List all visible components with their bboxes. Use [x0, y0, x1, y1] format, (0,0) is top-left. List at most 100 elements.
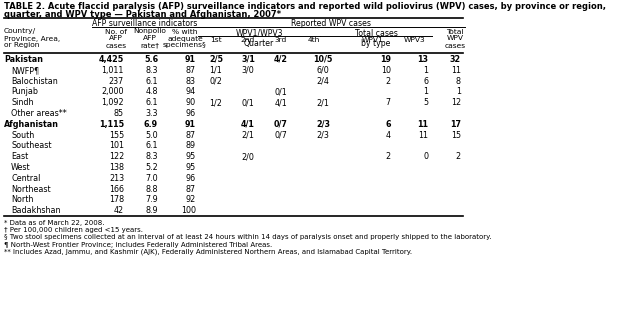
- Text: 11: 11: [417, 120, 428, 129]
- Text: † Per 100,000 children aged <15 years.: † Per 100,000 children aged <15 years.: [4, 227, 143, 233]
- Text: No. of
AFP
cases: No. of AFP cases: [105, 29, 127, 49]
- Text: 19: 19: [380, 55, 391, 64]
- Text: 3rd: 3rd: [275, 38, 287, 44]
- Text: 11: 11: [418, 131, 428, 140]
- Text: 2/1: 2/1: [242, 131, 254, 140]
- Text: 101: 101: [109, 142, 124, 150]
- Text: 8: 8: [456, 77, 461, 86]
- Text: § Two stool specimens collected at an interval of at least 24 hours within 14 da: § Two stool specimens collected at an in…: [4, 234, 492, 240]
- Text: 4,425: 4,425: [99, 55, 124, 64]
- Text: 8.3: 8.3: [146, 66, 158, 75]
- Text: 8.9: 8.9: [146, 206, 158, 215]
- Text: * Data as of March 22, 2008.: * Data as of March 22, 2008.: [4, 220, 104, 226]
- Text: 7.9: 7.9: [146, 195, 158, 204]
- Text: Nonpolio
AFP
rate†: Nonpolio AFP rate†: [133, 29, 167, 49]
- Text: Reported WPV cases: Reported WPV cases: [291, 19, 371, 29]
- Text: 83: 83: [186, 77, 196, 86]
- Text: 2/4: 2/4: [317, 77, 329, 86]
- Text: 4: 4: [386, 131, 391, 140]
- Text: 213: 213: [109, 174, 124, 183]
- Text: 87: 87: [186, 185, 196, 194]
- Text: Badakhshan: Badakhshan: [11, 206, 60, 215]
- Text: Punjab: Punjab: [11, 87, 38, 96]
- Text: 91: 91: [185, 120, 196, 129]
- Text: 237: 237: [109, 77, 124, 86]
- Text: 2/0: 2/0: [242, 152, 254, 161]
- Text: WPV1/WPV3
Quarter: WPV1/WPV3 Quarter: [235, 29, 283, 48]
- Text: 0/1: 0/1: [274, 87, 287, 96]
- Text: 12: 12: [451, 98, 461, 107]
- Text: 8.8: 8.8: [146, 185, 158, 194]
- Text: 1,092: 1,092: [101, 98, 124, 107]
- Text: 5.2: 5.2: [146, 163, 158, 172]
- Text: 1/1: 1/1: [210, 66, 222, 75]
- Text: 42: 42: [114, 206, 124, 215]
- Text: 11: 11: [451, 66, 461, 75]
- Text: 3.3: 3.3: [146, 109, 158, 118]
- Text: 87: 87: [186, 131, 196, 140]
- Text: 85: 85: [114, 109, 124, 118]
- Text: 4/2: 4/2: [274, 55, 288, 64]
- Text: Balochistan: Balochistan: [11, 77, 58, 86]
- Text: 100: 100: [181, 206, 196, 215]
- Text: 0/7: 0/7: [274, 120, 288, 129]
- Text: 2/3: 2/3: [316, 120, 330, 129]
- Text: 10/5: 10/5: [313, 55, 333, 64]
- Text: 0/2: 0/2: [210, 77, 222, 86]
- Text: 7: 7: [386, 98, 391, 107]
- Text: ¶ North-West Frontier Province; includes Federally Administered Tribal Areas.: ¶ North-West Frontier Province; includes…: [4, 242, 272, 248]
- Text: 3/0: 3/0: [242, 66, 254, 75]
- Text: 1,011: 1,011: [102, 66, 124, 75]
- Text: 2: 2: [386, 152, 391, 161]
- Text: 155: 155: [109, 131, 124, 140]
- Text: TABLE 2. Acute flaccid paralysis (AFP) surveillance indicators and reported wild: TABLE 2. Acute flaccid paralysis (AFP) s…: [4, 2, 606, 11]
- Text: Country/
Province, Area,
or Region: Country/ Province, Area, or Region: [4, 29, 60, 49]
- Text: 2,000: 2,000: [101, 87, 124, 96]
- Text: 5.0: 5.0: [146, 131, 158, 140]
- Text: 178: 178: [109, 195, 124, 204]
- Text: 6.9: 6.9: [144, 120, 158, 129]
- Text: 92: 92: [186, 195, 196, 204]
- Text: 6.1: 6.1: [146, 98, 158, 107]
- Text: 17: 17: [450, 120, 461, 129]
- Text: 3/1: 3/1: [241, 55, 255, 64]
- Text: 2/1: 2/1: [317, 98, 329, 107]
- Text: 32: 32: [450, 55, 461, 64]
- Text: 2: 2: [386, 77, 391, 86]
- Text: WPV1: WPV1: [362, 38, 384, 44]
- Text: 5.6: 5.6: [144, 55, 158, 64]
- Text: 2: 2: [456, 152, 461, 161]
- Text: 166: 166: [109, 185, 124, 194]
- Text: 95: 95: [186, 163, 196, 172]
- Text: 4/1: 4/1: [241, 120, 255, 129]
- Text: 94: 94: [186, 87, 196, 96]
- Text: Sindh: Sindh: [11, 98, 33, 107]
- Text: quarter, and WPV type — Pakistan and Afghanistan, 2007*: quarter, and WPV type — Pakistan and Afg…: [4, 10, 281, 19]
- Text: South: South: [11, 131, 34, 140]
- Text: 96: 96: [186, 109, 196, 118]
- Text: AFP surveillance indicators: AFP surveillance indicators: [92, 19, 197, 29]
- Text: Afghanistan: Afghanistan: [4, 120, 59, 129]
- Text: 6: 6: [385, 120, 391, 129]
- Text: 4.8: 4.8: [146, 87, 158, 96]
- Text: 6: 6: [423, 77, 428, 86]
- Text: 1: 1: [423, 66, 428, 75]
- Text: NWFP¶: NWFP¶: [11, 66, 39, 75]
- Text: 89: 89: [186, 142, 196, 150]
- Text: 138: 138: [109, 163, 124, 172]
- Text: 4th: 4th: [308, 38, 320, 44]
- Text: 10: 10: [381, 66, 391, 75]
- Text: Central: Central: [11, 174, 40, 183]
- Text: 13: 13: [417, 55, 428, 64]
- Text: Southeast: Southeast: [11, 142, 51, 150]
- Text: North: North: [11, 195, 33, 204]
- Text: Total cases
by type: Total cases by type: [354, 29, 397, 48]
- Text: 122: 122: [109, 152, 124, 161]
- Text: Other areas**: Other areas**: [11, 109, 67, 118]
- Text: 87: 87: [186, 66, 196, 75]
- Text: 90: 90: [186, 98, 196, 107]
- Text: Pakistan: Pakistan: [4, 55, 43, 64]
- Text: % with
adequate
specimens§: % with adequate specimens§: [163, 29, 207, 49]
- Text: 0/7: 0/7: [274, 131, 287, 140]
- Text: 91: 91: [185, 55, 196, 64]
